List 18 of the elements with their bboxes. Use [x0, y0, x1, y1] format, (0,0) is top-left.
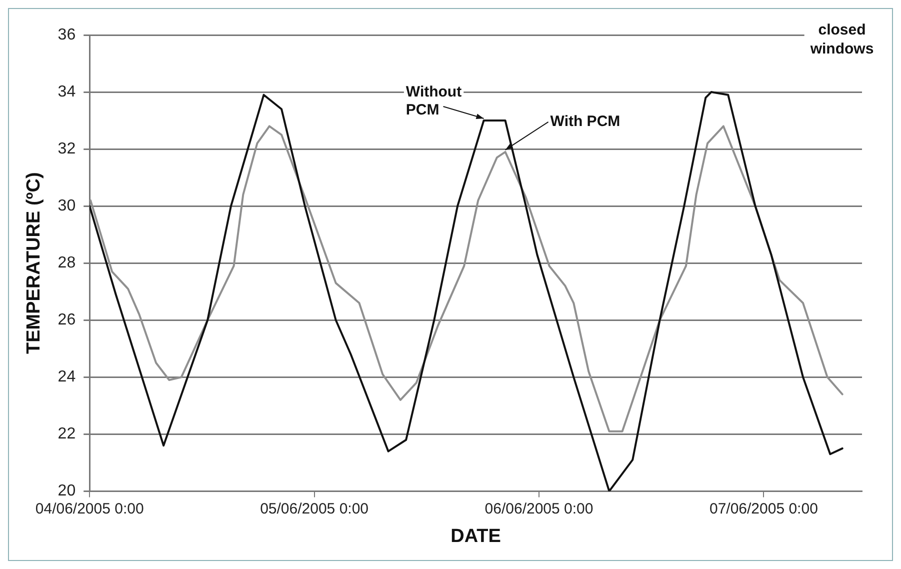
annotation: closed windows: [809, 22, 874, 58]
y-tick-label: 30: [58, 197, 76, 214]
y-axis-title: TEMPERATURE (ºC): [24, 172, 45, 354]
y-tick-label: 26: [58, 312, 76, 329]
y-tick-label: 34: [58, 83, 76, 100]
y-tick-label: 28: [58, 254, 76, 272]
x-tick-label: 06/06/2005 0:00: [484, 500, 594, 518]
text: With PCM: [550, 113, 620, 130]
x-tick-label: 05/06/2005 0:00: [260, 500, 369, 518]
y-tick-label: 22: [58, 426, 76, 443]
y-tick-label: 36: [58, 26, 76, 44]
x-axis-title: DATE: [450, 526, 501, 547]
x-tick-label: 07/06/2005 0:00: [709, 500, 818, 518]
series-label: Without PCM: [406, 84, 462, 119]
y-tick-label: 32: [58, 140, 76, 158]
y-tick-label: 24: [58, 368, 76, 386]
y-tick-label: 20: [58, 482, 76, 500]
x-tick-label: 04/06/2005 0:00: [35, 500, 144, 518]
